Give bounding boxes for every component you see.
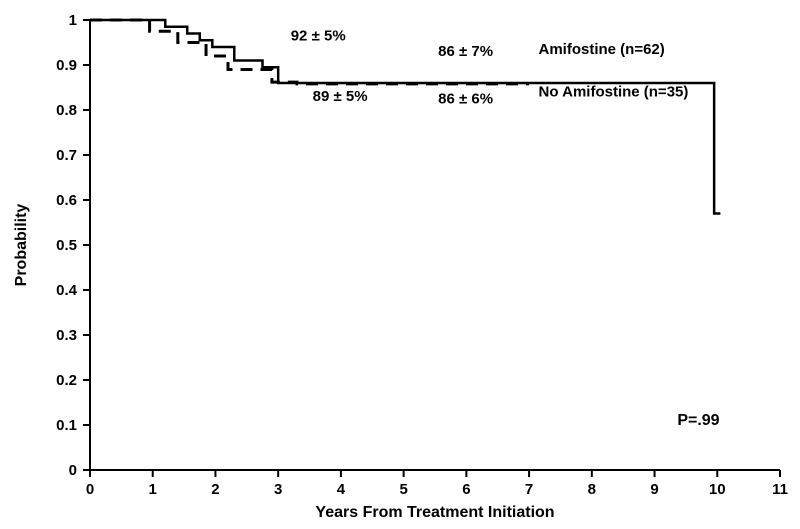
series-label-amifostine: Amifostine (n=62) [539,41,665,58]
chart-svg: 0 1 2 3 4 5 6 7 8 9 10 11 0 0.1 0.2 0.3 0.4 0.5 0.6 0.7 0.8 0… [0,0,800,529]
x-tick-label: 1 [149,481,157,498]
p-value-label: P=.99 [677,412,719,429]
x-tick-label: 2 [211,481,219,498]
y-tick-label: 0.8 [56,102,77,119]
x-tick-label: 4 [337,481,346,498]
y-axis-label: Probability [13,204,30,287]
y-tick-label: 0.7 [56,147,77,164]
y-tick-label: 0.1 [56,417,77,434]
y-tick-label: 0.9 [56,57,77,74]
x-tick-label: 3 [274,481,282,498]
y-tick-label: 1 [69,12,77,29]
series-label-no-amifostine: No Amifostine (n=35) [539,84,689,101]
x-tick-label: 6 [462,481,470,498]
y-tick-label: 0.4 [56,282,78,299]
y-tick-label: 0.5 [56,237,77,254]
x-tick-label: 5 [399,481,407,498]
y-tick-label: 0.3 [56,327,77,344]
x-tick-label: 10 [709,481,726,498]
annotation-86pct-upper: 86 ± 7% [438,43,493,60]
survival-chart: 0 1 2 3 4 5 6 7 8 9 10 11 0 0.1 0.2 0.3 0.4 0.5 0.6 0.7 0.8 0… [0,0,800,529]
annotation-89pct: 89 ± 5% [313,88,368,105]
y-tick-label: 0 [69,462,77,479]
annotation-92pct: 92 ± 5% [291,27,346,44]
x-tick-label: 0 [86,481,94,498]
y-tick-label: 0.2 [56,372,77,389]
y-tick-label: 0.6 [56,192,77,209]
x-tick-label: 11 [772,481,788,498]
annotation-86pct-lower: 86 ± 6% [438,90,493,107]
x-tick-label: 7 [525,481,533,498]
x-tick-label: 9 [650,481,658,498]
x-tick-label: 8 [588,481,596,498]
x-axis-label: Years From Treatment Initiation [315,504,554,521]
